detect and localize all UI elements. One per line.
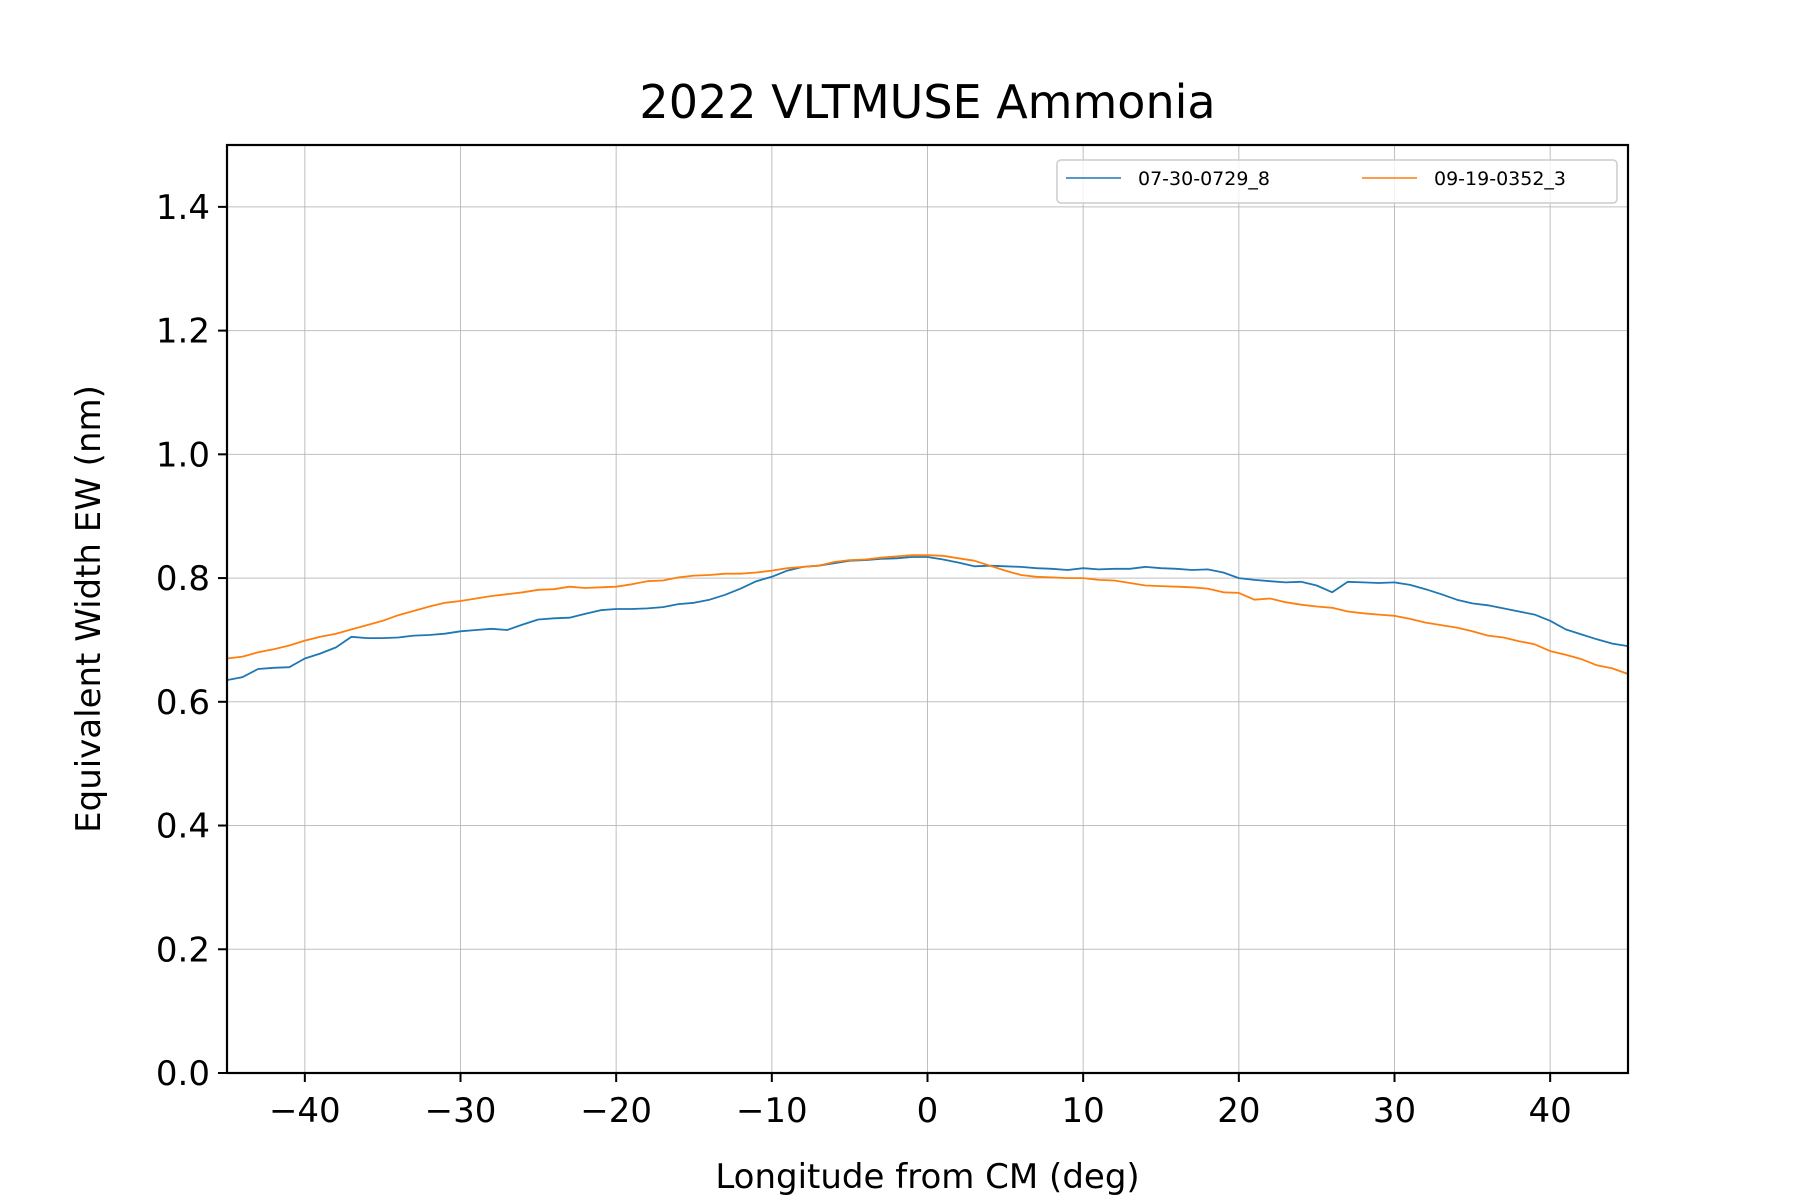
x-tick-label: −20: [580, 1091, 652, 1131]
y-tick-label: 1.2: [156, 312, 210, 352]
y-tick-label: 0.6: [156, 683, 210, 723]
x-axis-label: Longitude from CM (deg): [715, 1157, 1139, 1197]
x-tick-label: −40: [269, 1091, 341, 1131]
legend-label-series-2: 09-19-0352_3: [1434, 168, 1566, 190]
y-tick-label: 0.0: [156, 1054, 210, 1094]
x-tick-label: −30: [425, 1091, 497, 1131]
y-tick-label: 0.2: [156, 930, 210, 970]
chart-title: 2022 VLTMUSE Ammonia: [639, 75, 1215, 129]
series-line-2: [226, 554, 1629, 675]
x-tick-label: 0: [917, 1091, 939, 1131]
x-tick-label: 40: [1529, 1091, 1572, 1131]
x-tick-label: 20: [1217, 1091, 1260, 1131]
y-tick-label: 1.4: [156, 188, 210, 228]
tick-layer: −40 −30 −20 −10 0 10 20 30 40 0.0 0.2 0.4 0.6 0.8 1.0 1…: [156, 188, 1572, 1131]
legend-label-series-1: 07-30-0729_8: [1138, 168, 1270, 190]
series-layer: [226, 554, 1629, 681]
legend-box: [1056, 159, 1618, 204]
x-tick-label: 30: [1373, 1091, 1416, 1131]
x-tick-label: −10: [736, 1091, 808, 1131]
series-line-1: [226, 556, 1629, 681]
y-tick-label: 1.0: [156, 435, 210, 475]
y-tick-label: 0.4: [156, 807, 210, 847]
y-axis-label: Equivalent Width EW (nm): [69, 385, 109, 833]
x-tick-label: 10: [1062, 1091, 1105, 1131]
legend: 07-30-0729_8 09-19-0352_3: [1056, 159, 1618, 204]
y-tick-label: 0.8: [156, 559, 210, 599]
